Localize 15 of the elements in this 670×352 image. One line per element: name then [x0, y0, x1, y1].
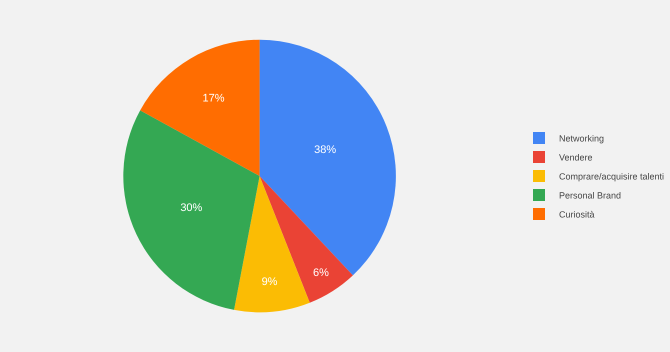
data-label: 38%: [314, 144, 336, 156]
pie-slice: [260, 176, 353, 303]
data-label: 30%: [180, 202, 203, 214]
legend-label: Networking: [559, 134, 604, 144]
legend-label: Personal Brand: [559, 190, 622, 201]
legend-label: Curiosità: [559, 210, 595, 220]
data-label: 17%: [202, 92, 225, 104]
data-label: 6%: [313, 266, 330, 279]
data-label: 9%: [262, 276, 278, 288]
pie-slice: [140, 40, 260, 176]
pie-slice: [234, 176, 310, 312]
legend-label: Vendere: [559, 152, 593, 163]
pie-slice: [260, 40, 396, 276]
pie-slice: [123, 110, 260, 310]
legend-label: Comprare/acquisire talenti: [559, 172, 664, 182]
